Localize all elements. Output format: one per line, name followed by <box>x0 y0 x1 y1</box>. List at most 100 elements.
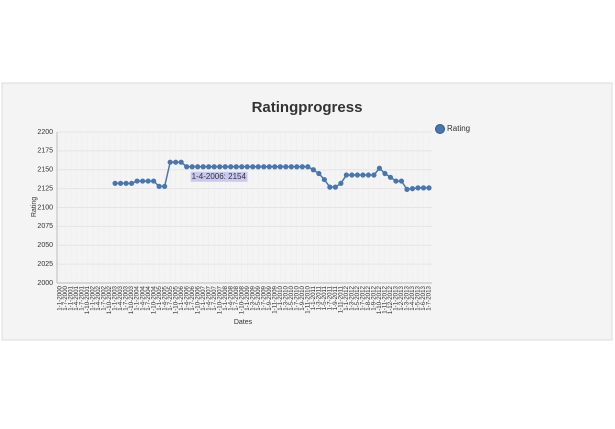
point <box>332 184 338 190</box>
point <box>371 172 377 178</box>
point <box>376 165 383 171</box>
x-tick-label: 1-10-2001 <box>84 285 91 314</box>
x-tick-label: 1-9-2010 <box>299 285 306 310</box>
x-tick-label: 1-4-2002 <box>95 285 102 310</box>
point <box>404 186 410 192</box>
x-tick-label: 1-4-2008 <box>227 285 234 310</box>
x-tick-label: 1-7-2006 <box>189 285 196 310</box>
x-tick-label: 1-4-2004 <box>139 285 146 310</box>
x-tick-label: 1-4-2003 <box>117 285 124 310</box>
y-tick-label: 2000 <box>37 280 53 287</box>
point <box>393 178 399 184</box>
x-tick-label: 1-5-2009 <box>255 285 262 310</box>
point <box>134 178 140 184</box>
x-tick-label: 1-3-2013 <box>404 285 411 310</box>
point <box>162 183 168 189</box>
point <box>117 180 124 186</box>
point <box>222 164 228 170</box>
point <box>228 164 234 170</box>
x-tick-label: 1-1-2000 <box>57 285 64 310</box>
x-tick-label: 1-4-2006 <box>183 285 190 310</box>
point <box>189 164 195 170</box>
point <box>178 159 184 165</box>
point <box>233 164 239 170</box>
x-tick-label: 1-9-2012 <box>371 285 378 310</box>
y-tick-label: 2150 <box>37 167 53 174</box>
x-tick-label: 1-4-2013 <box>409 285 416 310</box>
point <box>327 184 333 190</box>
point <box>206 164 212 170</box>
y-tick-label: 2175 <box>37 148 53 155</box>
x-tick-label: 1-1-2010 <box>277 285 284 310</box>
x-tick-label: 1-11-2012 <box>382 285 389 313</box>
point <box>365 172 372 178</box>
x-tick-label: 1-7-2013 <box>426 285 433 310</box>
point <box>398 178 405 184</box>
x-tick-label: 1-1-2003 <box>112 285 119 310</box>
x-axis-label: Dates <box>234 319 253 326</box>
x-tick-label: 1-4-2005 <box>161 285 168 310</box>
x-tick-label: 1-10-2002 <box>106 285 113 314</box>
x-tick-label: 1-1-2006 <box>178 285 185 310</box>
point <box>200 164 206 170</box>
point <box>299 164 305 170</box>
x-tick-label: 1-3-2010 <box>282 285 289 310</box>
point <box>272 164 278 170</box>
x-tick-label: 1-3-2011 <box>315 285 322 310</box>
x-tick-label: 1-1-2008 <box>222 285 229 310</box>
point <box>426 185 432 191</box>
x-tick-label: 1-7-2010 <box>293 285 300 310</box>
point <box>294 164 300 170</box>
x-tick-label: 1-1-2009 <box>244 285 251 310</box>
point <box>145 178 151 184</box>
x-tick-label: 1-7-2009 <box>260 285 267 310</box>
point <box>250 164 256 170</box>
y-tick-label: 2050 <box>37 242 53 249</box>
x-tick-label: 1-1-2002 <box>90 285 97 310</box>
panel <box>1 82 613 341</box>
y-tick-label: 2100 <box>37 204 53 211</box>
x-tick-label: 1-10-2007 <box>216 285 223 314</box>
y-tick-label: 2200 <box>37 129 53 136</box>
point <box>420 185 427 191</box>
point <box>288 164 294 170</box>
point <box>266 164 272 170</box>
x-tick-label: 1-7-2007 <box>211 285 218 310</box>
point <box>156 183 162 189</box>
x-tick-label: 1-1-2012 <box>343 285 350 310</box>
point <box>255 164 261 170</box>
x-tick-label: 1-1-2013 <box>393 285 400 310</box>
x-tick-label: 1-1-2004 <box>134 285 141 310</box>
x-tick-label: 1-5-2012 <box>354 285 361 310</box>
x-tick-label: 1-10-2005 <box>172 285 179 314</box>
point <box>321 176 327 183</box>
legend-label: Rating <box>447 124 470 133</box>
legend-marker <box>435 124 445 134</box>
point <box>415 185 421 191</box>
x-tick-label: 1-10-2012 <box>376 285 383 314</box>
line <box>115 161 429 191</box>
x-tick-label: 1-7-2005 <box>167 285 174 310</box>
x-tick-label: 1-8-2012 <box>365 285 372 310</box>
x-tick-label: 1-4-2007 <box>205 285 212 310</box>
point <box>354 172 361 178</box>
point <box>151 178 157 184</box>
point <box>283 164 289 170</box>
x-tick-label: 1-2-2013 <box>398 285 405 310</box>
point <box>338 180 344 186</box>
point <box>239 164 245 170</box>
x-tick-label: 1-5-2011 <box>321 285 328 310</box>
point <box>140 178 146 184</box>
x-tick-label: 1-11-2010 <box>304 285 311 313</box>
x-tick-label: 1-7-2003 <box>123 285 130 310</box>
point <box>244 164 250 170</box>
point <box>261 164 267 170</box>
x-tick-label: 1-5-2010 <box>288 285 295 310</box>
point <box>195 164 201 170</box>
x-tick-label: 1-3-2012 <box>349 285 356 310</box>
point <box>277 164 283 170</box>
x-tick-label: 1-12-2012 <box>387 285 394 314</box>
x-tick-label: 1-3-2009 <box>249 285 256 310</box>
tooltip-box <box>190 171 248 182</box>
